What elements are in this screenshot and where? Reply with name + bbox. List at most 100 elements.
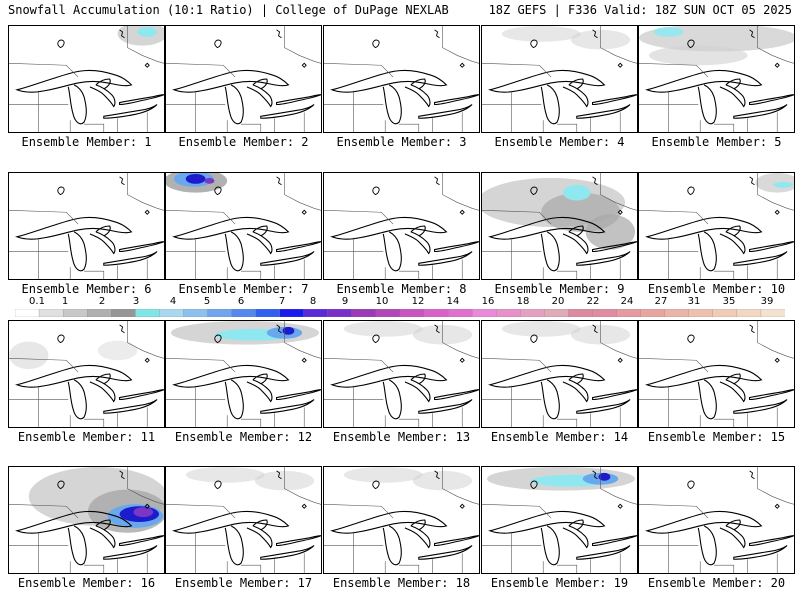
- colorbar-swatch: [327, 309, 353, 317]
- snowfall-map: [324, 26, 479, 132]
- run-valid-time: 18Z GEFS | F336 Valid: 18Z SUN OCT 05 20…: [488, 3, 792, 17]
- ensemble-member-label: Ensemble Member: 8: [336, 282, 467, 296]
- colorbar-swatch: [760, 309, 785, 317]
- ensemble-member-label: Ensemble Member: 9: [494, 282, 625, 296]
- ensemble-member-label: Ensemble Member: 14: [490, 430, 629, 444]
- colorbar-swatch: [183, 309, 209, 317]
- colorbar-label: 12: [411, 296, 425, 307]
- ensemble-member-label: Ensemble Member: 11: [17, 430, 156, 444]
- colorbar-swatch: [87, 309, 112, 317]
- ensemble-member-label: Ensemble Member: 12: [174, 430, 313, 444]
- ensemble-member-panel: [481, 25, 638, 133]
- ensemble-member-panel: [323, 320, 480, 428]
- colorbar-label: 10: [375, 296, 389, 307]
- colorbar-swatch: [496, 309, 521, 317]
- colorbar-swatch: [544, 309, 570, 317]
- colorbar-swatch: [279, 309, 305, 317]
- ensemble-member-panel: [8, 320, 165, 428]
- colorbar-label: 1: [61, 296, 69, 307]
- colorbar-labels: 0.1 1 2 3 4 5 6 7 8 9 10 12 14 16 18 20 22 24 27 31 35 39: [15, 296, 785, 308]
- snowfall-map: [9, 173, 164, 279]
- ensemble-member-panel: [638, 172, 795, 280]
- colorbar-swatch: [207, 309, 233, 317]
- ensemble-member-panel: [323, 466, 480, 574]
- snowfall-map: [482, 26, 637, 132]
- snowfall-map: [324, 321, 479, 427]
- colorbar-swatch: [568, 309, 594, 317]
- snowfall-map: [482, 173, 637, 279]
- colorbar-swatch: [255, 309, 281, 317]
- colorbar-swatch: [38, 309, 64, 317]
- colorbar-swatch: [447, 309, 473, 317]
- ensemble-member-label: Ensemble Member: 18: [332, 576, 471, 590]
- snowfall-map: [639, 321, 794, 427]
- ensemble-member-label: Ensemble Member: 7: [178, 282, 309, 296]
- colorbar-swatch: [640, 309, 666, 317]
- colorbar-label: 35: [722, 296, 736, 307]
- ensemble-member-label: Ensemble Member: 1: [21, 135, 152, 149]
- ensemble-member-panel: [8, 172, 165, 280]
- colorbar-swatch: [159, 309, 185, 317]
- snowfall-map: [324, 173, 479, 279]
- colorbar-label: 3: [132, 296, 140, 307]
- ensemble-member-label: Ensemble Member: 15: [647, 430, 786, 444]
- ensemble-member-panel: [481, 466, 638, 574]
- colorbar-swatch: [303, 309, 329, 317]
- snowfall-map: [639, 173, 794, 279]
- colorbar-swatch: [399, 309, 425, 317]
- snowfall-map: [166, 173, 321, 279]
- ensemble-member-panel: [638, 25, 795, 133]
- snowfall-map: [166, 467, 321, 573]
- ensemble-member-label: Ensemble Member: 2: [178, 135, 309, 149]
- colorbar-label: 7: [278, 296, 286, 307]
- colorbar-swatch: [616, 309, 642, 317]
- ensemble-member-panel: [165, 466, 322, 574]
- colorbar-swatch: [351, 309, 377, 317]
- colorbar-label: 24: [620, 296, 634, 307]
- ensemble-member-label: Ensemble Member: 6: [21, 282, 152, 296]
- ensemble-member-panel: [8, 466, 165, 574]
- colorbar-swatch: [520, 309, 546, 317]
- colorbar-swatch: [111, 309, 136, 317]
- snowfall-map: [9, 26, 164, 132]
- colorbar-label: 20: [551, 296, 565, 307]
- ensemble-member-panel: [638, 320, 795, 428]
- ensemble-member-panel: [323, 172, 480, 280]
- colorbar-swatch: [592, 309, 618, 317]
- colorbar-label: 6: [237, 296, 245, 307]
- colorbar-label: 22: [586, 296, 600, 307]
- colorbar-swatch: [664, 309, 690, 317]
- colorbar-label: 5: [203, 296, 211, 307]
- snowfall-map: [639, 467, 794, 573]
- snowfall-map: [166, 321, 321, 427]
- ensemble-member-panel: [481, 172, 638, 280]
- colorbar-swatch: [423, 309, 449, 317]
- colorbar-label: 39: [760, 296, 774, 307]
- colorbar-label: 0.1: [29, 296, 45, 307]
- ensemble-member-label: Ensemble Member: 17: [174, 576, 313, 590]
- ensemble-member-panel: [638, 466, 795, 574]
- colorbar-label: 31: [687, 296, 701, 307]
- colorbar-swatch: [62, 309, 88, 317]
- ensemble-member-label: Ensemble Member: 20: [647, 576, 786, 590]
- ensemble-member-panel: [165, 25, 322, 133]
- ensemble-member-label: Ensemble Member: 10: [647, 282, 786, 296]
- ensemble-member-label: Ensemble Member: 5: [651, 135, 782, 149]
- colorbar-swatch: [712, 309, 738, 317]
- ensemble-member-panel: [165, 172, 322, 280]
- ensemble-member-label: Ensemble Member: 19: [490, 576, 629, 590]
- colorbar-swatch: [472, 309, 497, 317]
- ensemble-member-label: Ensemble Member: 4: [494, 135, 625, 149]
- snowfall-map: [482, 321, 637, 427]
- snowfall-colorbar: [15, 309, 785, 317]
- colorbar-swatch: [736, 309, 762, 317]
- snowfall-map: [324, 467, 479, 573]
- snowfall-map: [166, 26, 321, 132]
- colorbar-swatch: [15, 309, 40, 317]
- ensemble-member-label: Ensemble Member: 16: [17, 576, 156, 590]
- snowfall-map: [482, 467, 637, 573]
- ensemble-member-label: Ensemble Member: 13: [332, 430, 471, 444]
- snowfall-map: [639, 26, 794, 132]
- colorbar-label: 8: [309, 296, 317, 307]
- colorbar-swatch: [231, 309, 257, 317]
